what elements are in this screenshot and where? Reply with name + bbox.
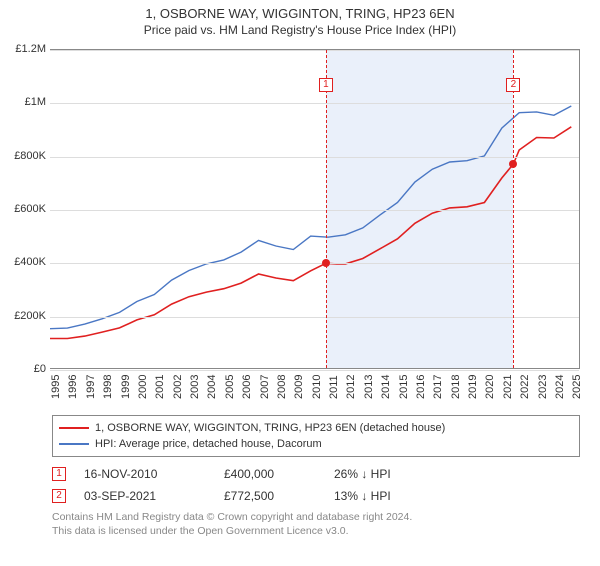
sale-marker-number: 2: [506, 78, 520, 92]
x-axis-tick-label: 2010: [311, 375, 323, 399]
sale-date: 03-SEP-2021: [84, 489, 224, 503]
x-axis-tick-label: 2020: [484, 375, 496, 399]
y-axis-tick-label: £400K: [6, 256, 46, 268]
x-axis-tick-label: 2000: [137, 375, 149, 399]
sale-number-box: 1: [52, 467, 66, 481]
x-axis-tick-label: 2015: [398, 375, 410, 399]
x-axis-tick-label: 2017: [432, 375, 444, 399]
x-axis-tick-label: 2021: [502, 375, 514, 399]
x-axis-tick-label: 2013: [363, 375, 375, 399]
x-axis-tick-label: 2012: [345, 375, 357, 399]
sale-date: 16-NOV-2010: [84, 467, 224, 481]
x-axis-tick-label: 1995: [50, 375, 62, 399]
y-axis-tick-label: £200K: [6, 310, 46, 322]
x-axis-tick-label: 1996: [67, 375, 79, 399]
y-axis-tick-label: £1.2M: [6, 43, 46, 55]
footer-line-1: Contains HM Land Registry data © Crown c…: [52, 511, 580, 525]
x-axis-tick-label: 2014: [380, 375, 392, 399]
x-axis-tick-label: 1998: [102, 375, 114, 399]
attribution-footer: Contains HM Land Registry data © Crown c…: [52, 511, 580, 538]
sale-number-box: 2: [52, 489, 66, 503]
legend-swatch: [59, 427, 89, 429]
x-axis-tick-label: 2023: [537, 375, 549, 399]
sales-table: 1 16-NOV-2010£400,00026% ↓ HPI 2 03-SEP-202…: [52, 463, 580, 507]
legend-label: HPI: Average price, detached house, Daco…: [95, 438, 322, 450]
series-hpi: [50, 106, 571, 329]
x-axis-tick-label: 2003: [189, 375, 201, 399]
sale-vline: [326, 50, 327, 368]
sale-price: £400,000: [224, 467, 334, 481]
x-axis-tick-label: 2018: [450, 375, 462, 399]
gridline: [50, 263, 579, 264]
x-axis-tick-label: 2024: [554, 375, 566, 399]
sale-marker-number: 1: [319, 78, 333, 92]
x-axis-tick-label: 2001: [154, 375, 166, 399]
gridline: [50, 317, 579, 318]
x-axis-tick-label: 2019: [467, 375, 479, 399]
x-axis-tick-label: 2006: [241, 375, 253, 399]
footer-line-2: This data is licensed under the Open Gov…: [52, 525, 580, 539]
sale-row: 2 03-SEP-2021£772,50013% ↓ HPI: [52, 485, 580, 507]
chart-title-address: 1, OSBORNE WAY, WIGGINTON, TRING, HP23 6…: [0, 6, 600, 21]
x-axis-tick-label: 2025: [571, 375, 583, 399]
x-axis-tick-label: 1997: [85, 375, 97, 399]
gridline: [50, 370, 579, 371]
gridline: [50, 50, 579, 51]
x-axis-tick-label: 2016: [415, 375, 427, 399]
y-axis-tick-label: £600K: [6, 203, 46, 215]
legend-label: 1, OSBORNE WAY, WIGGINTON, TRING, HP23 6…: [95, 422, 445, 434]
y-axis-tick-label: £800K: [6, 150, 46, 162]
sale-hpi-diff: 26% ↓ HPI: [334, 467, 454, 481]
x-axis-tick-label: 2004: [206, 375, 218, 399]
y-axis-tick-label: £1M: [6, 96, 46, 108]
x-axis-tick-label: 2007: [259, 375, 271, 399]
x-axis-tick-label: 2011: [328, 375, 340, 399]
chart-title-sub: Price paid vs. HM Land Registry's House …: [0, 23, 600, 37]
y-axis-tick-label: £0: [6, 363, 46, 375]
plot-area: 12: [50, 49, 580, 369]
x-axis-tick-label: 2005: [224, 375, 236, 399]
gridline: [50, 210, 579, 211]
chart: 12 £0£200K£400K£600K£800K£1M£1.2M1995199…: [6, 41, 586, 411]
legend-item: 1, OSBORNE WAY, WIGGINTON, TRING, HP23 6…: [59, 420, 573, 436]
x-axis-tick-label: 2022: [519, 375, 531, 399]
sale-hpi-diff: 13% ↓ HPI: [334, 489, 454, 503]
legend: 1, OSBORNE WAY, WIGGINTON, TRING, HP23 6…: [52, 415, 580, 457]
x-axis-tick-label: 2002: [172, 375, 184, 399]
x-axis-tick-label: 2009: [293, 375, 305, 399]
sale-marker-dot: [509, 160, 517, 168]
sale-row: 1 16-NOV-2010£400,00026% ↓ HPI: [52, 463, 580, 485]
gridline: [50, 157, 579, 158]
sale-vline: [513, 50, 514, 368]
gridline: [50, 103, 579, 104]
x-axis-tick-label: 1999: [120, 375, 132, 399]
x-axis-tick-label: 2008: [276, 375, 288, 399]
sale-marker-dot: [322, 259, 330, 267]
sale-price: £772,500: [224, 489, 334, 503]
legend-swatch: [59, 443, 89, 445]
legend-item: HPI: Average price, detached house, Daco…: [59, 436, 573, 452]
